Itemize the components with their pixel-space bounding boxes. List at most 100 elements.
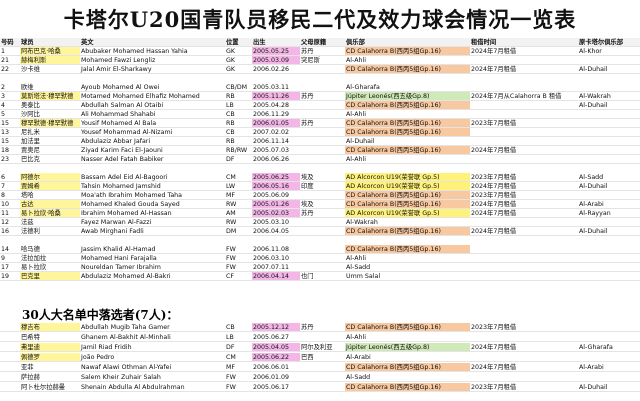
club: CD Calahorra B(西丙5组Gp.16) xyxy=(345,383,470,392)
position: DF xyxy=(225,155,252,164)
player: 贾姆希 xyxy=(20,182,80,191)
origin xyxy=(300,363,345,372)
loan-time xyxy=(470,263,578,272)
origin xyxy=(300,263,345,272)
position: CB xyxy=(225,110,252,119)
english-name: Mohamed Hani Farajalla xyxy=(80,254,225,263)
origin xyxy=(300,155,345,164)
english-name: Yousif Mohamed Al Bala xyxy=(80,119,225,128)
number: 14 xyxy=(0,245,20,254)
number: 19 xyxy=(0,272,20,281)
player: 法兹 xyxy=(20,218,80,227)
position: CB/DM xyxy=(225,83,252,92)
original-club xyxy=(578,254,640,263)
birth: 2007.02.02 xyxy=(252,128,300,137)
club: CD Calahorra B(西丙5组Gp.16) xyxy=(345,47,470,56)
birth: 2005.07.03 xyxy=(252,146,300,155)
original-club xyxy=(578,353,640,362)
origin xyxy=(300,128,345,137)
english-name: Nawaf Alawi Othman Al-Yafei xyxy=(80,363,225,372)
player: 欧维 xyxy=(20,83,80,92)
origin xyxy=(300,254,345,263)
player: 尼扎米 xyxy=(20,128,80,137)
player: 萨拉赫 xyxy=(20,373,80,382)
number xyxy=(0,363,20,372)
birth: 2006.06.26 xyxy=(252,155,300,164)
title: 卡塔尔U20国青队员移民二代及效力球会情况一览表 xyxy=(63,7,577,32)
number xyxy=(0,343,20,352)
number: 5 xyxy=(0,110,20,119)
number: 15 xyxy=(0,137,20,146)
number: 17 xyxy=(0,263,20,272)
origin: 也门 xyxy=(300,272,345,281)
english-name: 英文 xyxy=(80,38,225,47)
loan-time: 2024年7月租借 xyxy=(470,47,578,56)
original-club: Al-Rayyan xyxy=(578,209,640,218)
origin: 苏丹 xyxy=(300,92,345,101)
english-name: Abdulaziz Mohamed Al-Bakri xyxy=(80,272,225,281)
number: 8 xyxy=(0,191,20,200)
birth: 2006.03.10 xyxy=(252,254,300,263)
loan-time: 2024年7月租借 xyxy=(470,182,578,191)
loan-time: 2024年7月从Calahorra B 租借 xyxy=(470,92,578,101)
number: 16 xyxy=(0,227,20,236)
loan-time xyxy=(470,373,578,382)
loan-time: 2024年7月租借 xyxy=(470,146,578,155)
number: 11 xyxy=(0,209,20,218)
player: 沙阿比 xyxy=(20,110,80,119)
position: AM xyxy=(225,209,252,218)
english-name: Nasser Adel Fatah Babiker xyxy=(80,155,225,164)
loan-time: 2023年7月租借 xyxy=(470,119,578,128)
club: Al-Sadd xyxy=(345,373,470,382)
player: 穆罕默德·穆罕默德 xyxy=(20,119,80,128)
original-club xyxy=(578,146,640,155)
number xyxy=(0,373,20,382)
loan-time: 2024年7月租借 xyxy=(470,200,578,209)
birth: 2005.03.10 xyxy=(252,218,300,227)
origin: 埃及 xyxy=(300,173,345,182)
loan-time: 2023年7月租借 xyxy=(470,323,578,332)
birth: 2005.06.27 xyxy=(252,333,300,342)
birth: 2006.11.29 xyxy=(252,110,300,119)
position: RB/RW xyxy=(225,146,252,155)
loan-time xyxy=(470,245,578,254)
english-name: Fayez Marwan Al-Fazzi xyxy=(80,218,225,227)
original-club xyxy=(578,110,640,119)
club: AD Alcorcon U19(荣誉联 Gp.5) xyxy=(345,209,470,218)
birth: 2005.02.03 xyxy=(252,209,300,218)
origin: 苏丹 xyxy=(300,119,345,128)
player: 赫梅利斯 xyxy=(20,56,80,65)
player: 奥泰比 xyxy=(20,101,80,110)
player: 法拉加拉 xyxy=(20,254,80,263)
original-club xyxy=(578,272,640,281)
club: Al-Sadd xyxy=(345,263,470,272)
birth: 出生 xyxy=(252,38,300,47)
loan-time xyxy=(470,137,578,146)
original-club: Al-Khor xyxy=(578,47,640,56)
player: 阿布巴克·哈桑 xyxy=(20,47,80,56)
club: CD Calahorra B(西丙5组Gp.16) xyxy=(345,245,470,254)
origin xyxy=(300,245,345,254)
player: 易卜拉欣·哈桑 xyxy=(20,209,80,218)
position: GK xyxy=(225,47,252,56)
birth: 2005.01.26 xyxy=(252,200,300,209)
number: 22 xyxy=(0,65,20,74)
english-name: Jalal Amir El-Sharkawy xyxy=(80,65,225,74)
position: RB xyxy=(225,92,252,101)
birth: 2006.06.01 xyxy=(252,363,300,372)
birth: 2006.11.14 xyxy=(252,137,300,146)
player: 巴希特 xyxy=(20,333,80,342)
position: LW xyxy=(225,182,252,191)
number: 号码 xyxy=(0,38,20,47)
english-name: Mohamed Khaled Gouda Sayed xyxy=(80,200,225,209)
origin xyxy=(300,218,345,227)
club: Al-Duhail xyxy=(345,137,470,146)
birth: 2005.04.28 xyxy=(252,101,300,110)
player: 亚菲 xyxy=(20,363,80,372)
english-name: Abdullah Mugib Taha Gamer xyxy=(80,323,225,332)
club: Al-Ahli xyxy=(345,155,470,164)
club: AD Alcorcon U19(荣誉联 Gp.5) xyxy=(345,173,470,182)
position: RB xyxy=(225,119,252,128)
club: Al-Ahli xyxy=(345,56,470,65)
